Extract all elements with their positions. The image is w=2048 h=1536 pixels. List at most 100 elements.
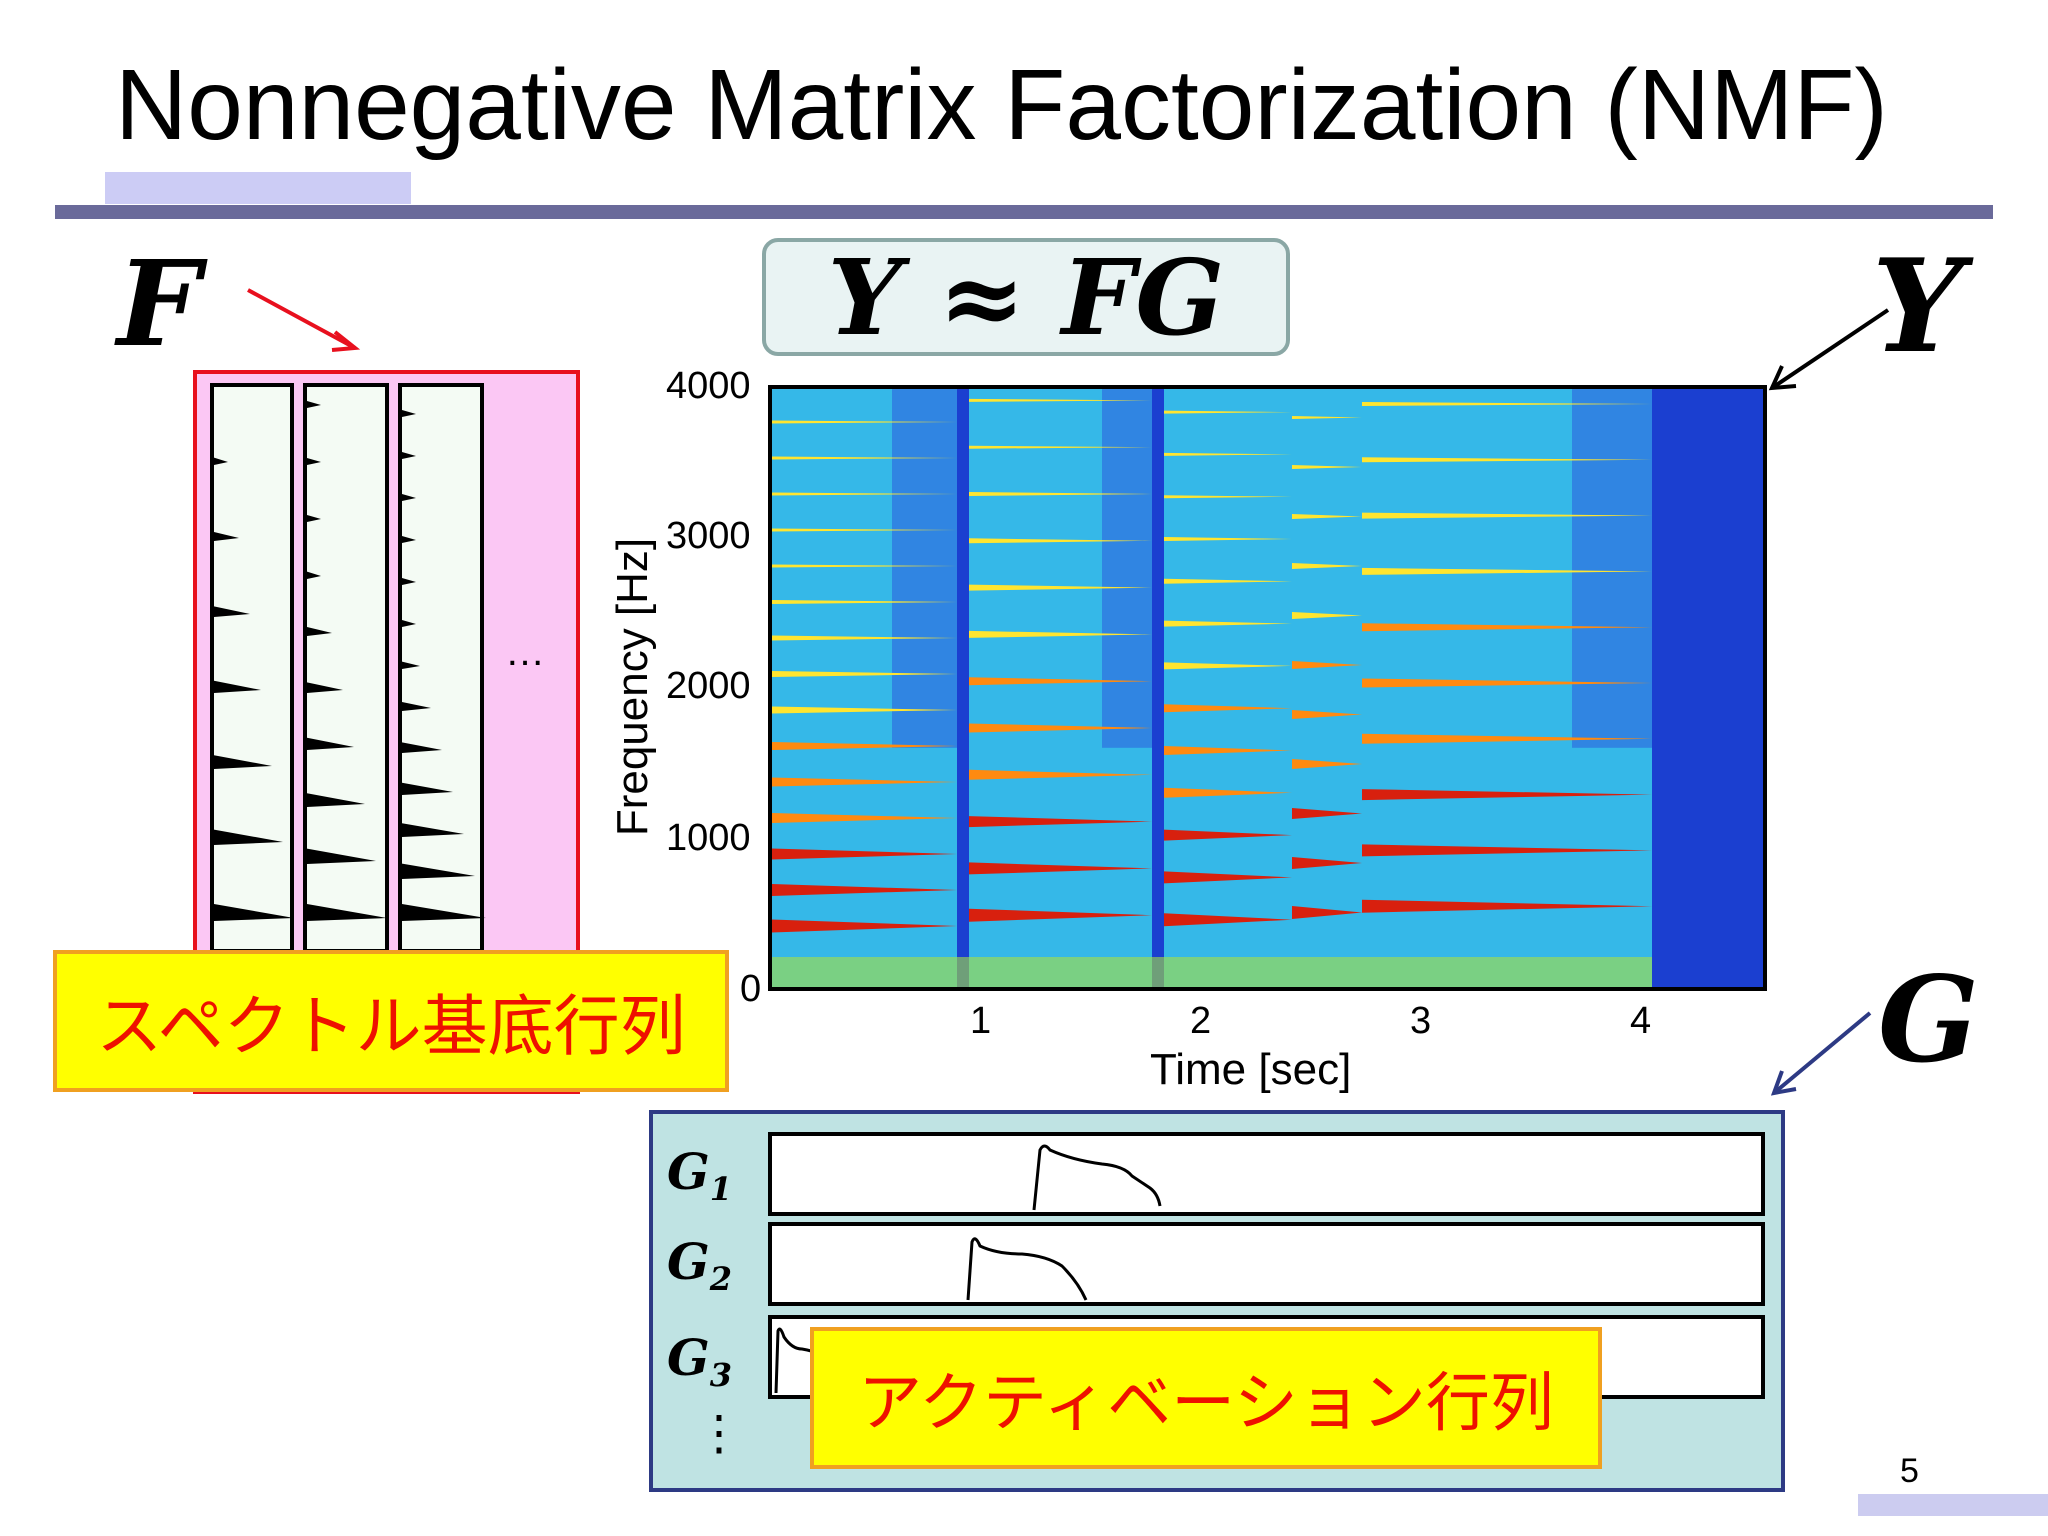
spectrogram-harmonic <box>969 816 1152 828</box>
f-label: F <box>117 234 201 373</box>
slide-title: Nonnegative Matrix Factorization (NMF) <box>115 49 1888 161</box>
spectrogram-harmonic <box>1362 402 1652 406</box>
spectrogram-harmonic <box>772 919 957 933</box>
spectrogram-harmonic <box>772 635 957 641</box>
spectrogram-harmonic <box>772 600 957 604</box>
xtick-3: 3 <box>1410 1000 1432 1042</box>
spectrogram-canvas <box>772 389 1763 987</box>
basis-spike <box>307 627 332 636</box>
spectrogram-harmonic <box>1292 808 1362 819</box>
spectrogram-harmonic <box>969 677 1152 686</box>
ytick-0: 0 <box>740 968 762 1010</box>
spectrogram-harmonic <box>1164 746 1292 755</box>
spectrogram-harmonic <box>1292 465 1362 469</box>
g2-name: G <box>667 1232 710 1291</box>
basis-spike <box>402 661 420 669</box>
ytick-2000: 2000 <box>666 665 751 707</box>
basis-spike <box>402 410 416 417</box>
spectrogram-harmonic <box>1164 410 1292 414</box>
spectrogram-harmonic <box>1362 457 1652 463</box>
spectrogram-harmonic <box>969 862 1152 875</box>
basis-spike <box>307 515 321 522</box>
spectrogram-harmonic <box>772 884 957 896</box>
spectrogram-harmonic <box>1164 620 1292 627</box>
basis-ellipsis: … <box>505 630 545 674</box>
spectrogram-harmonic <box>1362 512 1652 519</box>
spectrogram-harmonic <box>1164 704 1292 713</box>
basis-spike <box>402 578 416 585</box>
spectrogram <box>768 385 1767 991</box>
spectrogram-harmonic <box>1362 844 1652 857</box>
basis-spike <box>402 863 475 879</box>
basis-spike <box>307 848 376 864</box>
g2-sub: 2 <box>709 1260 732 1298</box>
activation-row-2 <box>768 1222 1765 1306</box>
spectrogram-harmonic <box>772 848 957 860</box>
spectrogram-harmonic <box>772 420 957 424</box>
spectrogram-harmonic <box>772 742 957 750</box>
y-arrow <box>1768 308 1890 391</box>
basis-spike <box>402 536 416 543</box>
xtick-2: 2 <box>1190 1000 1212 1042</box>
spectral-basis-label: スペクトル基底行列 <box>53 950 729 1092</box>
ytick-4000: 4000 <box>666 365 751 407</box>
spectrogram-harmonic <box>772 777 957 787</box>
basis-spike <box>307 737 354 750</box>
spectrogram-harmonic <box>1292 759 1362 769</box>
ytick-1000: 1000 <box>666 817 751 859</box>
spectrogram-harmonic <box>1362 567 1652 575</box>
g2-label: G2 <box>667 1232 732 1298</box>
spectrogram-harmonic <box>1292 906 1362 919</box>
g-arrow <box>1770 1011 1872 1096</box>
spectrogram-harmonic <box>1292 661 1362 669</box>
spectrogram-harmonic <box>969 445 1152 449</box>
spectrogram-dark-region <box>1152 389 1164 987</box>
spectrogram-harmonic <box>772 706 957 714</box>
spectrogram-harmonic <box>1164 829 1292 841</box>
spectrogram-harmonic <box>1164 578 1292 584</box>
g1-name: G <box>667 1142 710 1201</box>
xtick-1: 1 <box>970 1000 992 1042</box>
g-ellipsis: ⋮ <box>695 1407 743 1460</box>
spectrogram-harmonic <box>969 769 1152 780</box>
spectrogram-harmonic <box>772 564 957 568</box>
basis-spike <box>402 620 416 627</box>
title-accent-block <box>105 172 411 204</box>
spectrogram-harmonic <box>969 492 1152 496</box>
spectrogram-harmonic <box>1292 514 1362 519</box>
spectrogram-shade <box>892 389 957 748</box>
spectrogram-harmonic <box>1164 662 1292 670</box>
basis-column-3 <box>398 383 484 953</box>
spectrogram-harmonic <box>969 723 1152 733</box>
basis-spike <box>402 702 431 711</box>
spectrogram-harmonic <box>1292 612 1362 619</box>
g3-sub: 3 <box>709 1356 732 1394</box>
spectrogram-harmonic <box>1292 563 1362 569</box>
spectrogram-harmonic <box>1164 495 1292 499</box>
spectrogram-harmonic <box>1164 537 1292 541</box>
basis-spike <box>214 904 294 921</box>
g1-label: G1 <box>667 1142 732 1208</box>
basis-spike <box>307 458 321 465</box>
basis-spectra <box>214 401 486 921</box>
activation-curve-1 <box>1032 1144 1162 1211</box>
basis-spike <box>214 532 239 541</box>
spectrogram-dark-region <box>1652 389 1763 987</box>
spectrogram-harmonic <box>969 398 1152 402</box>
basis-spike <box>307 793 365 807</box>
equation-box: Y ≈ FG <box>762 235 1290 359</box>
g-label: G <box>1878 950 1979 1089</box>
basis-spike <box>307 904 387 921</box>
basis-spike <box>307 401 321 408</box>
basis-spike <box>214 680 261 693</box>
equation-text: Y ≈ FG <box>827 235 1225 359</box>
activation-label: アクティベーション行列 <box>810 1327 1602 1469</box>
basis-spike <box>307 571 321 579</box>
basis-spike <box>214 606 250 617</box>
g1-sub: 1 <box>709 1170 732 1208</box>
spectrogram-harmonic <box>1164 787 1292 798</box>
spectrogram-harmonic <box>772 813 957 823</box>
spectral-basis-text: スペクトル基底行列 <box>96 988 686 1065</box>
spectrogram-harmonic <box>772 671 957 677</box>
spectrogram-harmonic <box>969 584 1152 591</box>
